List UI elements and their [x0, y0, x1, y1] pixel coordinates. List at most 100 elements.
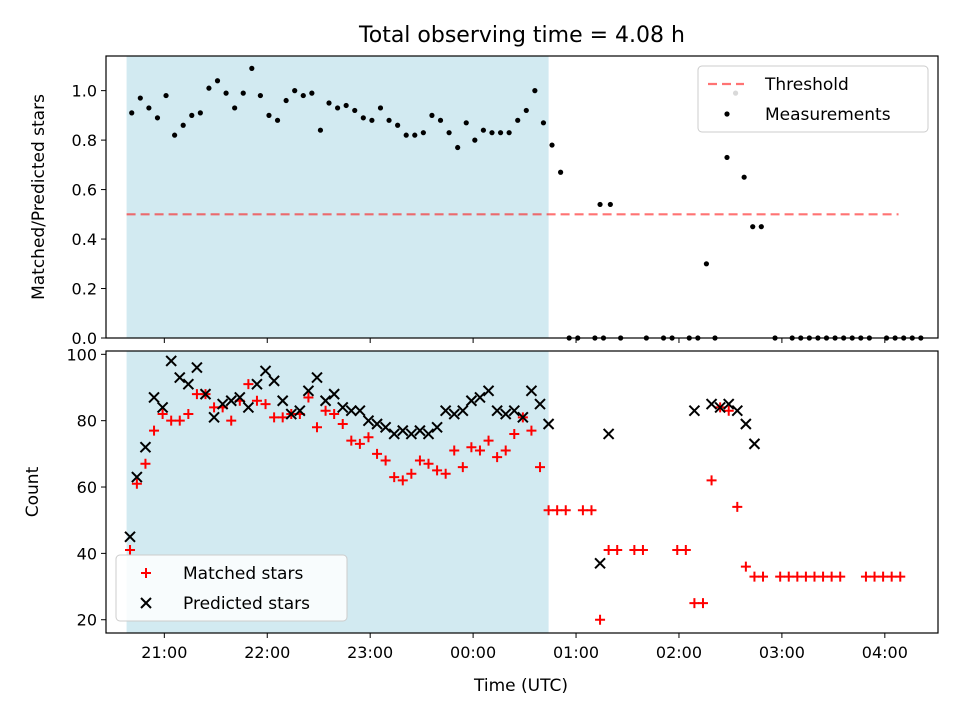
top-series0-point-56 — [597, 201, 603, 208]
top-series0-point-35 — [429, 112, 435, 118]
top-series0-point-10 — [214, 78, 221, 84]
bottom-series0-point-0 — [125, 545, 136, 556]
top-series0-point-38 — [455, 144, 461, 151]
bottom-series1-point-48 — [534, 398, 546, 410]
bottom-series1-point-56 — [731, 405, 743, 417]
bottom-series1-point-9 — [199, 388, 212, 400]
top-series0-point-63 — [703, 261, 710, 267]
bottom-series0-point-44 — [500, 445, 511, 456]
bottom-series1-point-14 — [242, 401, 255, 414]
bottom-xtick-label-6: 03:00 — [759, 643, 805, 662]
bottom-series0-point-68 — [749, 571, 760, 582]
legend-measurements-label: Measurements — [765, 105, 891, 125]
bottom-series0-point-49 — [543, 505, 554, 516]
top-series0-point-17 — [274, 117, 281, 123]
bottom-ytick-label-2: 60 — [77, 478, 97, 497]
bottom-series0-point-80 — [878, 571, 889, 582]
top-series0-point-20 — [300, 92, 306, 99]
top-series0-point-50 — [557, 169, 564, 175]
bottom-series0-point-8 — [191, 389, 202, 400]
top-series0-point-69 — [758, 224, 764, 230]
bottom-series1-point-38 — [448, 408, 460, 420]
bottom-series0-point-52 — [577, 505, 588, 516]
top-series0-point-6 — [180, 122, 186, 128]
top-series0-point-15 — [257, 92, 263, 99]
top-series0-point-30 — [386, 117, 392, 123]
bottom-series1-point-45 — [508, 405, 520, 417]
top-series0-point-25 — [343, 102, 349, 109]
bottom-series0-point-39 — [457, 462, 468, 473]
bottom-series0-point-59 — [672, 545, 683, 556]
top-series0-point-39 — [463, 120, 469, 126]
bottom-ytick-label-0: 20 — [77, 611, 97, 630]
bottom-series1-point-28 — [362, 414, 375, 427]
chart-title: Total observing time = 4.08 h — [358, 23, 685, 48]
top-y-axis-label: Matched/Predicted stars — [29, 94, 49, 300]
top-shaded-interval — [126, 56, 549, 338]
bottom-series0-point-12 — [226, 415, 237, 426]
bottom-series0-point-40 — [466, 442, 477, 453]
top-series0-point-41 — [480, 127, 487, 133]
top-series0-point-13 — [240, 90, 246, 96]
bottom-series0-point-56 — [612, 545, 623, 556]
bottom-panel: 20 40 60 80 100 21:00 22:00 23:00 00:00 01:00 02:… — [23, 345, 939, 696]
top-series0-point-23 — [326, 100, 332, 106]
bottom-series1-point-58 — [748, 438, 761, 450]
top-series0-point-9 — [206, 85, 212, 91]
bottom-series0-point-17 — [269, 412, 280, 423]
bottom-series0-point-22 — [312, 422, 323, 433]
top-series0-point-67 — [741, 174, 747, 180]
bottom-series1-point-13 — [234, 391, 246, 404]
bottom-ytick-label-1: 40 — [77, 544, 97, 563]
bottom-series0-point-35 — [423, 458, 434, 469]
top-series0-point-5 — [172, 132, 178, 138]
bottom-series0-point-50 — [552, 505, 563, 516]
bottom-series1-point-25 — [337, 401, 349, 414]
bottom-series0-point-43 — [492, 452, 503, 463]
bottom-series1-point-17 — [268, 375, 280, 387]
bottom-series0-point-71 — [783, 571, 794, 582]
top-ytick-label-1: 0.2 — [72, 280, 97, 299]
legend-measurements-swatch — [724, 111, 730, 117]
top-ytick-label-0: 0.0 — [72, 329, 97, 348]
bottom-series0-point-42 — [483, 435, 494, 446]
bottom-series1-point-20 — [294, 405, 306, 417]
bottom-series1-point-12 — [225, 395, 237, 407]
bottom-series0-point-54 — [595, 614, 606, 625]
bottom-series0-point-29 — [372, 448, 383, 459]
bottom-series1-point-10 — [208, 411, 220, 424]
bottom-series1-point-3 — [148, 391, 160, 404]
top-ytick-label-2: 0.4 — [72, 230, 97, 249]
bottom-series1-point-55 — [723, 398, 735, 410]
top-series0-point-16 — [266, 112, 272, 118]
bottom-series0-point-73 — [800, 571, 811, 582]
top-series0-point-1 — [137, 95, 143, 101]
bottom-series0-point-65 — [723, 405, 734, 416]
bottom-series0-point-63 — [706, 475, 717, 486]
top-series0-point-37 — [446, 130, 452, 136]
top-series0-point-2 — [146, 105, 152, 111]
bottom-xtick-label-3: 00:00 — [450, 643, 496, 662]
bottom-series1-point-51 — [602, 428, 615, 440]
bottom-series0-point-7 — [183, 409, 194, 420]
top-series0-point-26 — [352, 107, 358, 114]
top-series0-point-36 — [437, 117, 444, 123]
bottom-series1-point-18 — [276, 395, 289, 407]
bottom-series1-point-15 — [251, 378, 263, 390]
legend-matched-swatch — [141, 568, 151, 578]
top-series0-point-65 — [724, 154, 730, 161]
bottom-series0-point-69 — [758, 571, 769, 582]
bottom-series0-point-79 — [869, 571, 880, 582]
bottom-axes-frame — [105, 350, 939, 634]
bottom-series1-point-43 — [491, 405, 503, 417]
legend-threshold-label: Threshold — [764, 75, 849, 95]
bottom-series0-point-33 — [406, 468, 417, 479]
bottom-xtick-label-1: 22:00 — [244, 643, 290, 662]
bottom-series1-point-42 — [482, 385, 495, 397]
bottom-series1-point-6 — [174, 371, 186, 384]
bottom-series0-point-5 — [166, 415, 177, 426]
bottom-series0-point-67 — [740, 561, 751, 572]
top-series0-point-42 — [489, 130, 495, 136]
bottom-series0-point-62 — [697, 598, 708, 609]
